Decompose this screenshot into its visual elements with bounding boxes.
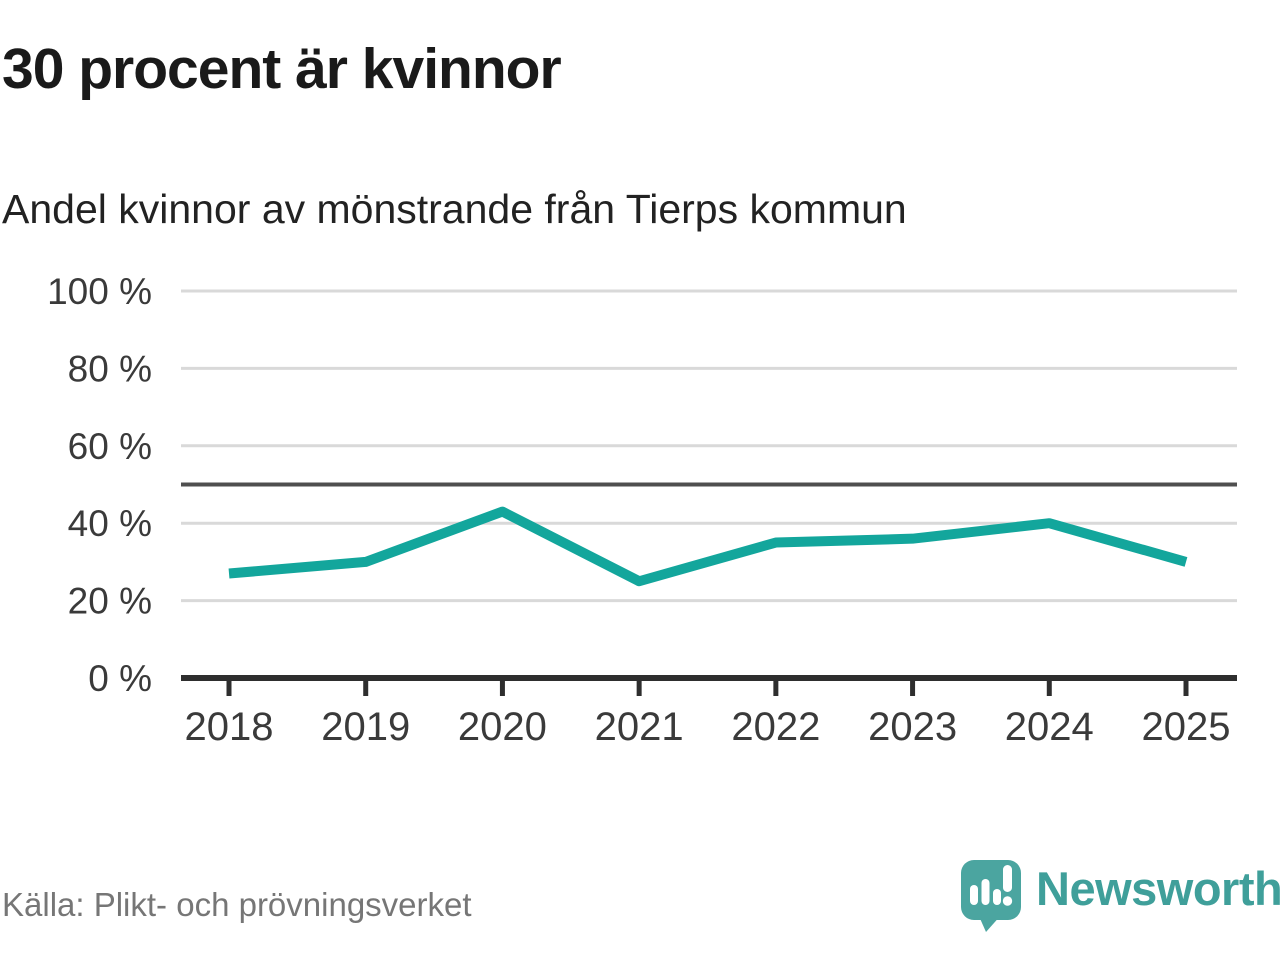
data-series-line [228,506,1188,587]
x-axis-label: 2021 [595,705,684,749]
x-axis-label: 2025 [1142,705,1231,749]
brand-wordmark: Newsworthy [1036,862,1280,915]
x-axis-label: 2024 [1005,705,1094,749]
newsworthy-bubble-chart-icon [961,860,1021,932]
chart-subtitle: Andel kvinnor av mönstrande från Tierps … [2,186,907,232]
y-axis-label: 0 % [88,658,152,699]
bar-chart-glyph [970,865,1013,906]
source-note: Källa: Plikt- och prövningsverket [2,886,472,923]
x-axis-label: 2018 [185,705,274,749]
y-axis-label: 40 % [68,503,152,544]
x-axis-label: 2022 [731,705,820,749]
x-axis-label: 2023 [868,705,957,749]
y-axis-label: 60 % [68,426,152,467]
y-axis-label: 20 % [68,581,152,622]
newsworthy-logo: Newsworthy [958,858,1280,934]
y-axis-label: 100 % [47,271,152,312]
page-title: 30 procent är kvinnor [2,37,562,101]
x-axis-label: 2019 [321,705,410,749]
x-axis-label: 2020 [458,705,547,749]
y-axis-label: 80 % [68,348,152,389]
